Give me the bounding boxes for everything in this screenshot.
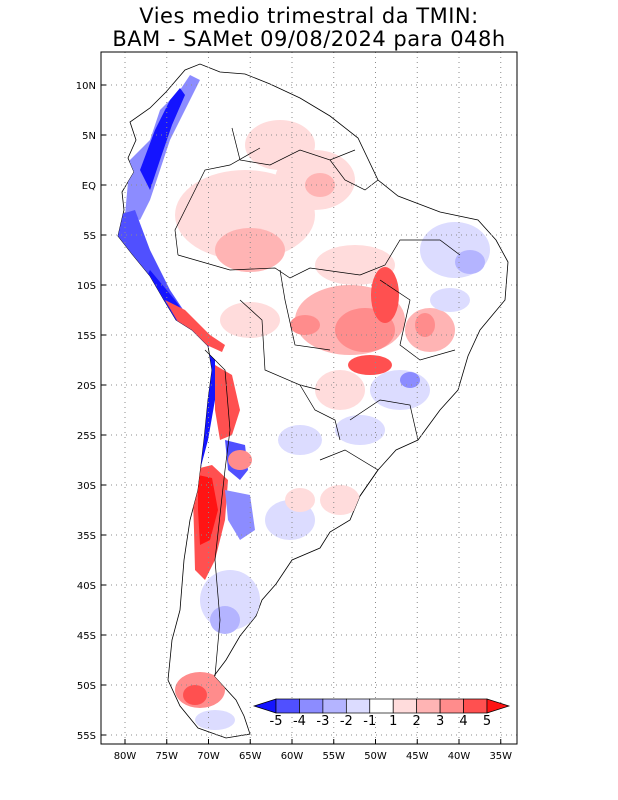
map-title-line1: Vies medio trimestral da TMIN: — [139, 4, 479, 28]
tocantins-hot-spot — [371, 267, 399, 323]
pampas-warm-spot — [285, 488, 315, 512]
lat-tick-label: 5S — [83, 231, 96, 242]
lon-tick-label: 75W — [155, 751, 178, 762]
colombia-border — [174, 147, 261, 256]
mato-grosso-sul-warm-bias — [315, 370, 365, 410]
bolivia-warm-bias — [220, 302, 280, 338]
paraguay-border — [299, 384, 341, 441]
central-chile-hot-core — [198, 475, 218, 545]
brazil-state-borders — [379, 279, 456, 361]
northern-andes-cool-core — [140, 88, 185, 190]
country-borders — [174, 127, 461, 677]
lat-tick-label: 45S — [77, 631, 96, 642]
colorbar-arrow-max — [486, 698, 511, 714]
lat-tick-label: 5N — [82, 131, 96, 142]
lat-tick-label: 55S — [77, 731, 96, 742]
colorbar-swatch — [322, 698, 347, 714]
colorbar-swatch — [275, 698, 300, 714]
chile-argentina-border — [204, 349, 231, 677]
colorbar-swatch — [463, 698, 488, 714]
lon-tick-label: 40W — [448, 751, 471, 762]
colorbar-swatch — [416, 698, 441, 714]
lat-tick-label: 40S — [77, 581, 96, 592]
southeast-cool-bias — [370, 370, 430, 410]
colorbar-swatch — [439, 698, 464, 714]
brazil-north-state-borders — [359, 239, 461, 276]
bolivia-brazil-border — [279, 269, 331, 351]
lon-tick-label: 35W — [489, 751, 512, 762]
andes-warm-spot — [228, 450, 252, 470]
colorbar-swatch — [369, 698, 394, 714]
lon-tick-label: 50W — [364, 751, 387, 762]
lat-tick-label: 30S — [77, 481, 96, 492]
lon-tick-label: 60W — [281, 751, 304, 762]
colorbar-swatch — [392, 698, 418, 714]
lon-tick-label: 45W — [406, 751, 429, 762]
bolivia-border — [239, 299, 321, 391]
guiana-warm-core — [305, 173, 335, 197]
lat-tick-label: EQ — [82, 181, 96, 192]
lat-tick-label: 10N — [76, 81, 96, 92]
southeast-cool-core — [400, 372, 420, 388]
colorbar-label: 3 — [436, 714, 444, 729]
venezuela-warm-bias — [245, 120, 315, 170]
mato-grosso-hot-spot — [290, 315, 320, 335]
piaui-cool-bias — [430, 288, 470, 312]
colorbar-label: 2 — [413, 714, 421, 729]
brazil-peru-border — [177, 254, 361, 279]
lat-tick-label: 15S — [77, 331, 96, 342]
colorbar-label: -5 — [270, 714, 283, 729]
lat-tick-label: 50S — [77, 681, 96, 692]
colorbar-label: -3 — [316, 714, 329, 729]
graticule — [101, 52, 517, 744]
peru-andes-hot-strip — [165, 300, 225, 352]
venezuela-border — [231, 127, 356, 166]
lon-tick-label: 65W — [239, 751, 262, 762]
para-warm-bias — [315, 245, 395, 285]
tierra-del-fuego-cool-bias — [195, 710, 235, 730]
bias-field — [101, 52, 517, 744]
uruguay-warm-bias — [320, 485, 360, 515]
cuyo-cool-bias — [225, 490, 255, 540]
colorbar-swatch — [299, 698, 324, 714]
patagonia-cool-core — [210, 606, 240, 634]
bahia-warm-core — [415, 313, 435, 337]
colorbar: -5 -4 -3 -2 -1 1 2 3 4 5 — [252, 698, 511, 729]
lon-tick-label: 80W — [114, 751, 137, 762]
lon-tick-label: 55W — [322, 751, 345, 762]
colorbar-label: -2 — [340, 714, 353, 729]
colorbar-label: -1 — [363, 714, 376, 729]
paraguay-cool-bias — [278, 425, 322, 455]
lat-tick-label: 35S — [77, 531, 96, 542]
colorbar-label: 5 — [483, 714, 491, 729]
longitude-axis: 80W 75W 70W 65W 60W 55W 50W 45W 40W 35W — [114, 739, 512, 762]
uruguay-border — [319, 449, 379, 497]
parana-cool-bias — [335, 415, 385, 445]
latitude-axis: 10N 5N EQ 5S 10S 15S 20S 25S 30S 35S 40S 45S 50S 55S — [76, 81, 106, 742]
amazon-warm-core — [215, 228, 285, 272]
map-title-line2: BAM - SAMet 09/08/2024 para 048h — [112, 27, 506, 51]
goias-hot-spot — [348, 355, 392, 375]
colorbar-swatch — [345, 698, 371, 714]
lat-tick-label: 10S — [77, 281, 96, 292]
southern-patagonia-hot-core — [183, 685, 207, 705]
northeast-cool-core — [455, 250, 485, 274]
colorbar-label: 1 — [389, 714, 397, 729]
brazil-south-state-borders — [349, 399, 419, 441]
colorbar-label: 4 — [459, 714, 467, 729]
lat-tick-label: 25S — [77, 431, 96, 442]
colorbar-label: -4 — [293, 714, 306, 729]
lat-tick-label: 20S — [77, 381, 96, 392]
lon-tick-label: 70W — [197, 751, 220, 762]
map-border — [100, 51, 518, 745]
